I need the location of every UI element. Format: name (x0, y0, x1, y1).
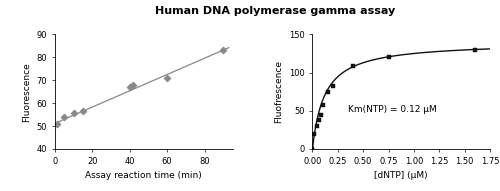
Point (314, 118, 322, 121)
Y-axis label: Fluorescence: Fluorescence (22, 62, 31, 121)
X-axis label: [dNTP] (μM): [dNTP] (μM) (374, 171, 428, 180)
Point (308, 147, 316, 151)
Point (130, 83, 138, 86)
Point (60, 115, 68, 118)
Point (328, 85, 336, 88)
Y-axis label: Fluofrescence: Fluofrescence (274, 60, 283, 123)
Point (318, 104, 326, 107)
Point (126, 86, 134, 89)
Point (312, 125, 320, 128)
Text: Human DNA polymerase gamma assay: Human DNA polymerase gamma assay (155, 6, 395, 16)
Point (53, 122, 61, 125)
Point (384, 56, 392, 59)
Point (219, 49, 227, 52)
Point (471, 48, 479, 51)
Point (163, 76, 171, 79)
Point (70, 112, 78, 115)
Point (349, 65, 357, 68)
Point (79, 110, 87, 113)
Text: Km(NTP) = 0.12 μM: Km(NTP) = 0.12 μM (348, 105, 436, 114)
Point (316, 113, 324, 116)
Point (310, 132, 318, 135)
Point (324, 90, 332, 93)
X-axis label: Assay reaction time (min): Assay reaction time (min) (86, 171, 202, 180)
